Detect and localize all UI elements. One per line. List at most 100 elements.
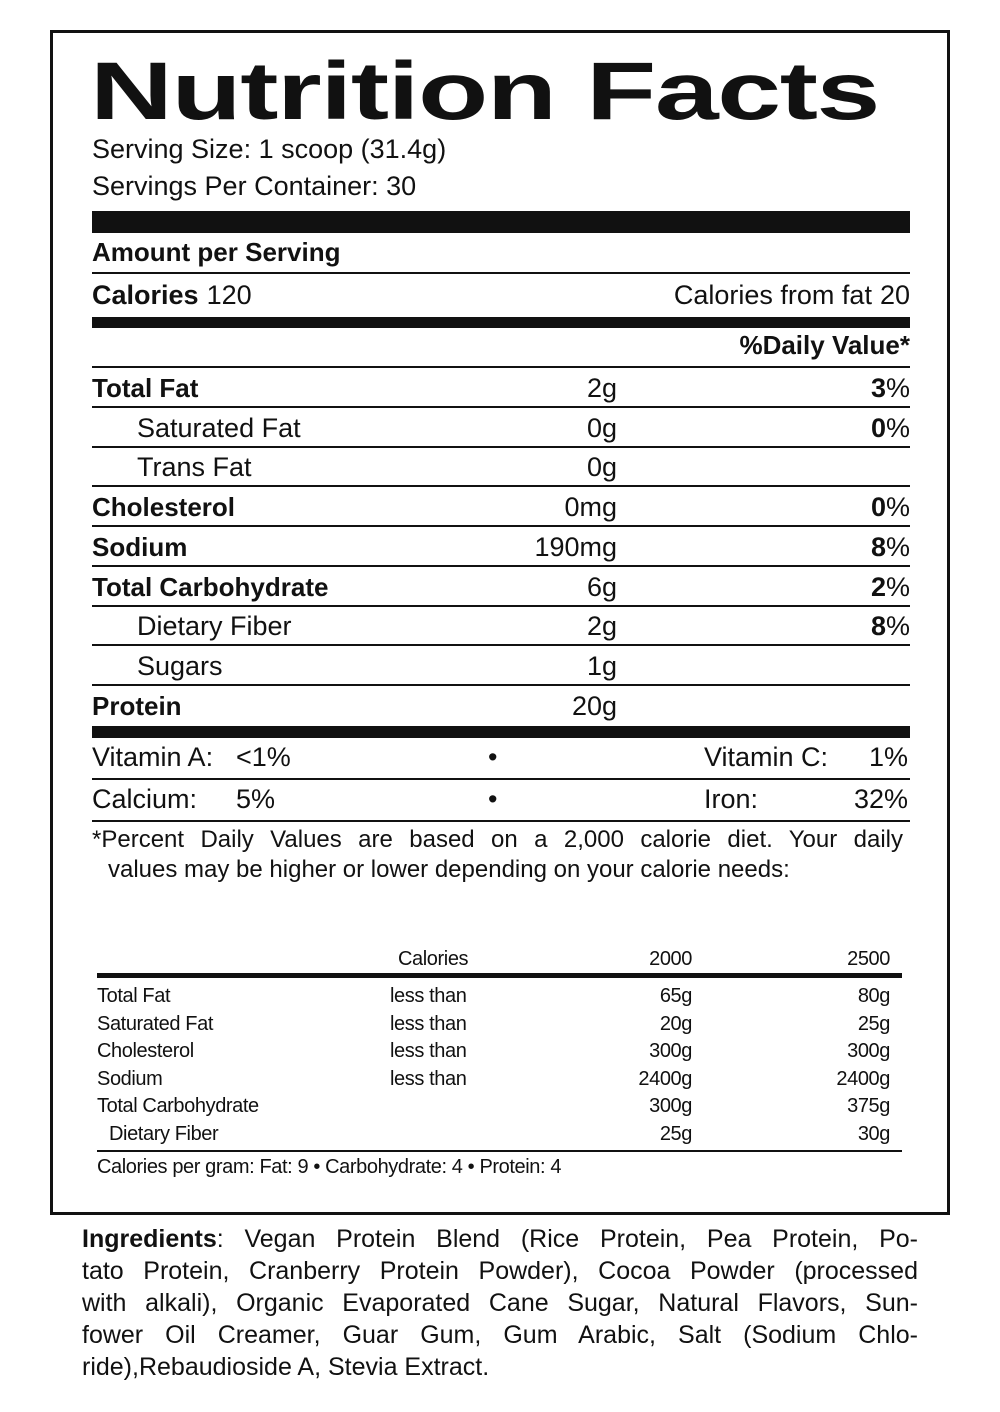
vitamin-value: <1% — [236, 742, 291, 772]
rule — [92, 778, 910, 780]
ref-value: 80g — [857, 985, 891, 1007]
ref-value: 300g — [847, 1040, 890, 1063]
footnote-line: values may be higher or lower depending … — [108, 856, 790, 883]
ref-name: Dietary Fiber — [109, 1123, 219, 1145]
daily-value: 0% — [871, 410, 910, 446]
calories-row: Calories 120 — [92, 277, 252, 313]
daily-value-sign: % — [885, 531, 910, 562]
vitamin-value: 32% — [853, 784, 908, 814]
ref-limit: less than — [390, 1040, 467, 1063]
calories-label: Calories — [92, 280, 199, 310]
rule — [92, 564, 910, 567]
servings-per-container: Servings Per Container: 30 — [92, 171, 417, 201]
separator: • — [488, 784, 498, 814]
nutrient-amount: 1g — [586, 651, 617, 682]
daily-value-header: %Daily Value* — [739, 330, 910, 360]
daily-value-sign: % — [885, 611, 910, 642]
nutrient-amount: 0mg — [564, 492, 617, 523]
daily-value-sign: % — [885, 372, 910, 403]
vitamin-value: 1% — [868, 742, 908, 772]
footnote-line: *Percent Daily Values are based on a 2,0… — [92, 826, 903, 853]
nutrient-amount: 190mg — [534, 531, 617, 562]
ref-name: Cholesterol — [97, 1040, 194, 1063]
label-border — [50, 30, 950, 1215]
rule — [92, 485, 910, 488]
daily-value-sign: % — [885, 571, 910, 602]
daily-value-sign: % — [885, 492, 910, 523]
ingredients-label: Ingredients — [82, 1225, 217, 1253]
nutrient-name: Total Fat — [92, 372, 199, 403]
separator: • — [488, 742, 498, 772]
vitamin-value: 5% — [236, 784, 276, 814]
ref-name: Saturated Fat — [97, 1012, 213, 1035]
sub-nutrient-name: Sugars — [137, 651, 223, 682]
nutrient-name: Cholesterol — [92, 492, 236, 523]
calories-value: 120 — [206, 280, 252, 310]
nutrient-amount: 0g — [586, 412, 617, 443]
medium-rule — [92, 317, 910, 328]
ingredients-line: tato Protein, Cranberry Protein Powder),… — [82, 1257, 918, 1285]
ingredients-line: ride),Rebaudioside A, Stevia Extract. — [82, 1353, 490, 1381]
vitamin-label: Calcium: — [92, 784, 198, 814]
daily-value-number: 8 — [870, 611, 886, 642]
vitamin-label: Iron: — [704, 784, 759, 814]
daily-value-number: 8 — [870, 531, 886, 562]
ingredients-row: with alkali), Organic Evaporated Cane Su… — [82, 1287, 918, 1319]
ref-limit: less than — [390, 1012, 467, 1035]
calories-from-fat-value: 20 — [879, 280, 910, 310]
calories-from-fat-label: Calories from fat — [673, 280, 872, 310]
daily-value: 8% — [871, 529, 910, 565]
ref-footer: Calories per gram: Fat: 9 • Carbohydrate… — [97, 1156, 562, 1178]
nutrient-amount: 6g — [586, 571, 617, 602]
nutrient-amount: 2g — [586, 611, 617, 642]
ingredients-line: : Vegan Protein Blend (Rice Protein, Pea… — [216, 1225, 918, 1253]
ref-value: 30g — [857, 1123, 891, 1145]
nutrient-amount: 0g — [586, 452, 617, 483]
rule — [92, 820, 910, 822]
amount-per-serving: Amount per Serving — [92, 237, 341, 267]
ingredients-row: fower Oil Creamer, Guar Gum, Gum Arabic,… — [82, 1319, 918, 1351]
ref-header: 2500 — [847, 948, 890, 970]
ingredients-row: ride),Rebaudioside A, Stevia Extract. — [82, 1351, 918, 1383]
ref-limit: less than — [390, 1067, 467, 1090]
ingredients-row: Ingredients: Vegan Protein Blend (Rice P… — [82, 1223, 918, 1255]
daily-value: 3% — [871, 370, 910, 406]
rule — [92, 604, 910, 607]
ref-value: 2400g — [836, 1067, 890, 1090]
ref-name: Total Fat — [97, 985, 171, 1007]
daily-value-number: 2 — [870, 571, 886, 602]
sub-nutrient-name: Trans Fat — [137, 452, 252, 483]
ref-value: 375g — [847, 1095, 890, 1118]
ref-value: 300g — [649, 1095, 692, 1118]
ref-value: 65g — [659, 985, 693, 1007]
rule — [92, 366, 910, 368]
daily-value: 2% — [871, 569, 910, 605]
ingredients-line: with alkali), Organic Evaporated Cane Su… — [82, 1289, 918, 1317]
thick-rule — [97, 973, 902, 978]
ref-value: 300g — [649, 1040, 692, 1063]
ref-limit: less than — [390, 985, 467, 1007]
serving-size: Serving Size: 1 scoop (31.4g) — [92, 134, 447, 164]
ref-header: 2000 — [649, 948, 692, 970]
ref-name: Sodium — [97, 1067, 163, 1090]
sub-nutrient-name: Dietary Fiber — [137, 611, 292, 642]
ingredients-line: fower Oil Creamer, Guar Gum, Gum Arabic,… — [82, 1321, 918, 1349]
ref-name: Total Carbohydrate — [97, 1095, 259, 1118]
rule — [92, 525, 910, 527]
daily-value: 8% — [871, 608, 910, 644]
daily-value-number: 0 — [870, 492, 886, 523]
rule — [92, 272, 910, 274]
thick-rule — [92, 211, 910, 233]
nutrient-name: Total Carbohydrate — [92, 571, 329, 602]
sub-nutrient-name: Saturated Fat — [137, 412, 301, 443]
thick-rule — [92, 725, 910, 738]
vitamin-label: Vitamin A: — [92, 742, 214, 772]
vitamin-label: Vitamin C: — [704, 742, 829, 772]
ref-value: 25g — [857, 1012, 891, 1035]
rule — [92, 405, 910, 408]
nutrient-name: Protein — [92, 690, 182, 721]
daily-value-sign: % — [885, 412, 910, 443]
nutrient-amount: 2g — [586, 372, 617, 403]
ref-header: Calories — [398, 948, 469, 970]
rule — [92, 445, 910, 448]
